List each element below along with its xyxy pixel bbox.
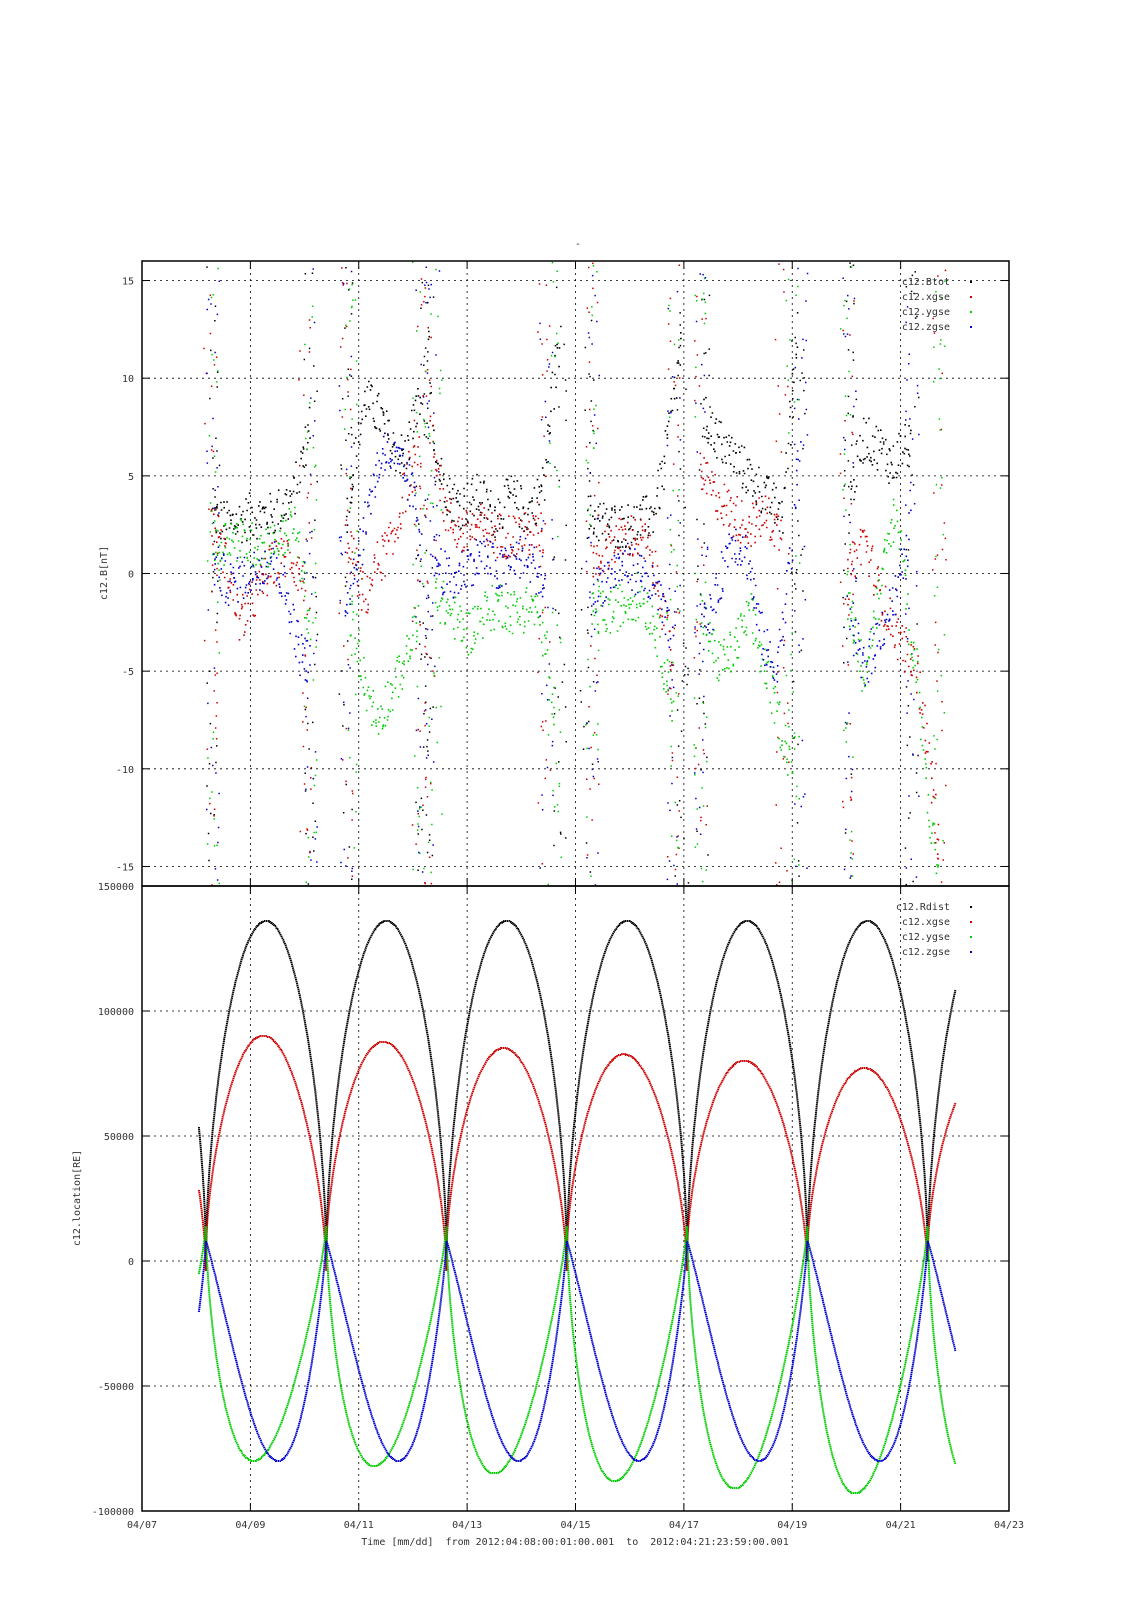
top-y-tick-label: 15 (122, 277, 134, 288)
top-series-c12-Btot (206, 262, 920, 886)
top-legend-marker (970, 311, 972, 313)
top-legend-entry: c12.xgse (902, 292, 950, 303)
top-y-tick-label: -15 (116, 862, 134, 873)
top-y-tick-label: -5 (122, 667, 134, 678)
bottom-plot-frame (141, 885, 1010, 1512)
bottom-y-axis-label: c12.location[RE] (72, 1150, 83, 1246)
bottom-x-tick-label: 04/17 (669, 1520, 699, 1531)
bottom-grid (142, 886, 1009, 1511)
chart-title: - (575, 239, 581, 250)
top-y-tick-label: 10 (122, 374, 134, 385)
bottom-legend-marker (970, 951, 972, 953)
bottom-legend: c12.Rdist c12.xgse c12.ygse c12.zgse (896, 902, 972, 958)
bottom-x-tick-label: 04/13 (452, 1520, 482, 1531)
top-legend-entry: c12.Btot (902, 277, 950, 288)
bottom-y-tick-label: -100000 (92, 1507, 134, 1518)
bottom-x-tick-label: 04/21 (886, 1520, 916, 1531)
bottom-x-tick-label: 04/19 (777, 1520, 807, 1531)
bottom-y-tick-label: 0 (128, 1257, 134, 1268)
location-panel: -100000 -50000 0 50000 100000 150000 04/07 04/0… (72, 882, 1024, 1548)
bottom-legend-entry: c12.xgse (902, 917, 950, 928)
bottom-x-tick-label: 04/07 (127, 1520, 157, 1531)
bottom-legend-entry: c12.ygse (902, 932, 950, 943)
top-y-tick-label: -10 (116, 765, 134, 776)
location-data (197, 920, 957, 1494)
bottom-y-tick-label: 150000 (98, 882, 134, 893)
bottom-legend-entry: c12.zgse (902, 947, 950, 958)
top-ticks: -15 -10 -5 0 5 10 15 (116, 261, 1010, 886)
top-legend-entry: c12.ygse (902, 307, 950, 318)
top-y-tick-label: 0 (128, 570, 134, 581)
bottom-series-c12-zgse (197, 1240, 957, 1462)
bottom-x-tick-label: 04/15 (560, 1520, 590, 1531)
bottom-legend-entry: c12.Rdist (896, 902, 950, 913)
top-legend-marker (970, 281, 972, 283)
bottom-x-tick-label: 04/11 (344, 1520, 374, 1531)
top-legend: c12.Btot c12.xgse c12.ygse c12.zgse (902, 277, 972, 333)
top-y-tick-label: 5 (128, 472, 134, 483)
top-legend-marker (970, 296, 972, 298)
bottom-series-c12-Rdist (197, 920, 957, 1262)
bottom-y-tick-label: -50000 (98, 1382, 134, 1393)
top-grid (142, 261, 1009, 886)
bottom-legend-marker (970, 921, 972, 923)
x-axis-label: Time [mm/dd] from 2012:04:08:00:01:00.00… (361, 1537, 788, 1548)
bottom-legend-marker (970, 906, 972, 908)
bottom-y-tick-label: 50000 (104, 1132, 134, 1143)
bottom-x-tick-label: 04/09 (235, 1520, 265, 1531)
top-legend-entry: c12.zgse (902, 322, 950, 333)
bottom-x-tick-label: 04/23 (994, 1520, 1024, 1531)
bottom-ticks: -100000 -50000 0 50000 100000 150000 04/07 04/0… (92, 882, 1024, 1531)
bottom-series-c12-ygse (197, 1225, 957, 1494)
top-series-c12-xgse (203, 262, 947, 886)
top-legend-marker (970, 326, 972, 328)
bottom-y-tick-label: 100000 (98, 1007, 134, 1018)
bottom-series-c12-xgse (197, 1035, 957, 1272)
bottom-legend-marker (970, 936, 972, 938)
top-y-axis-label: c12.B[nT] (99, 546, 110, 600)
